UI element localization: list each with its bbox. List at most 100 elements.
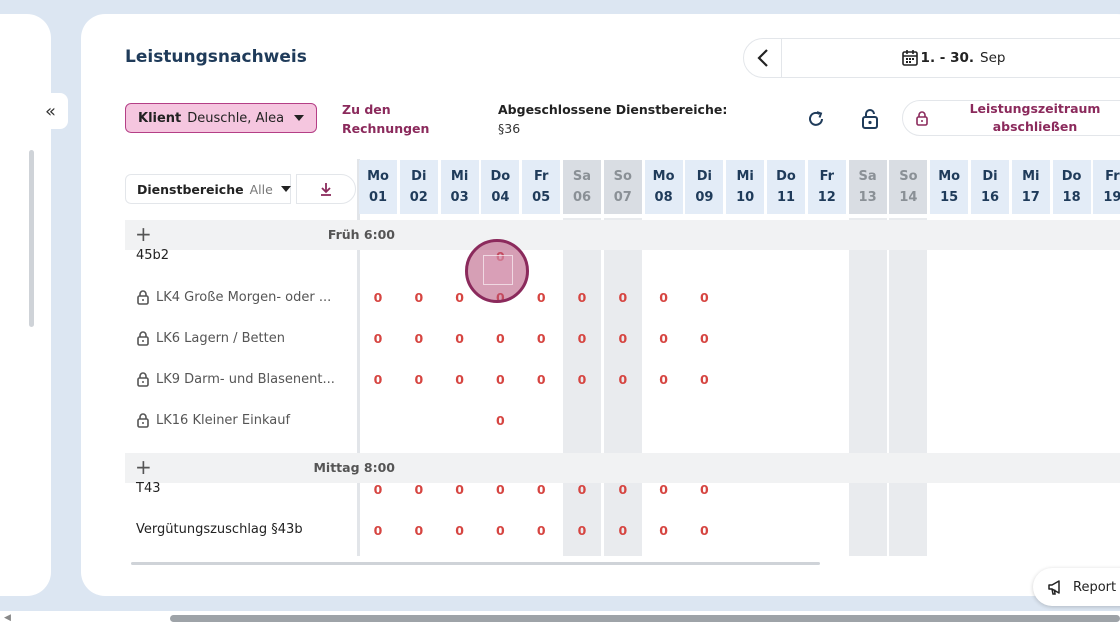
service-value-cell[interactable]: 0 (659, 372, 668, 387)
service-value-cell[interactable]: 0 (659, 523, 668, 538)
sidebar-scrollbar[interactable] (29, 150, 34, 327)
service-value-cell[interactable]: 0 (536, 331, 546, 346)
day-column-header[interactable]: Mi 03 (440, 160, 479, 214)
service-value-cell[interactable]: 0 (618, 482, 628, 497)
service-value-cell[interactable]: 0 (414, 482, 424, 497)
service-value-cell[interactable]: 0 (455, 482, 464, 497)
day-column-header[interactable]: Sa 13 (848, 160, 887, 214)
service-value-cell[interactable]: 0 (414, 372, 424, 387)
day-of-week: Sa (858, 169, 877, 184)
service-value-cell[interactable]: 0 (618, 331, 628, 346)
day-column-header[interactable]: So 07 (603, 160, 642, 214)
service-value-cell[interactable]: 0 (414, 290, 424, 305)
date-navigation: 1. - 30. Sep (743, 38, 1120, 78)
service-value-cell[interactable]: 0 (659, 331, 668, 346)
lock-icon (916, 111, 928, 126)
service-value-cell[interactable]: 0 (496, 331, 505, 346)
service-value-cell[interactable]: 0 (577, 372, 587, 387)
day-column-header[interactable]: Mi 17 (1011, 160, 1050, 214)
service-value-cell[interactable]: 0 (659, 482, 668, 497)
service-value-cell[interactable]: 0 (659, 290, 668, 305)
service-area-value: Alle (249, 181, 273, 197)
service-value-cell[interactable]: 0 (618, 372, 628, 387)
report-label: Report a (1073, 579, 1120, 595)
service-value-cell[interactable]: 0 (455, 372, 464, 387)
service-value-cell[interactable]: 0 (496, 372, 505, 387)
service-value-cell[interactable]: 0 (618, 523, 628, 538)
service-value-cell[interactable]: 0 (373, 482, 383, 497)
day-column-header[interactable]: Mi 10 (726, 160, 765, 214)
service-value-cell[interactable]: 0 (536, 290, 546, 305)
service-value-cell[interactable]: 0 (414, 523, 424, 538)
scroll-left-arrow-icon[interactable]: ◀ (4, 613, 11, 623)
service-value-cell[interactable]: 0 (700, 523, 709, 538)
day-column-header[interactable]: Mo 15 (930, 160, 969, 214)
service-value-cell[interactable]: 0 (618, 290, 628, 305)
service-value-cell[interactable]: 0 (496, 523, 505, 538)
day-column-header[interactable]: Sa 06 (563, 160, 601, 214)
service-value-cell[interactable]: 0 (700, 290, 709, 305)
service-row-label: Vergütungszuschlag §43b (136, 522, 303, 537)
day-of-week: So (613, 169, 632, 184)
day-column-header[interactable]: Do 11 (767, 160, 805, 214)
page-horizontal-scrollbar[interactable]: ◀ (0, 611, 1120, 625)
day-column-header[interactable]: Di 09 (685, 160, 724, 214)
service-value-cell[interactable]: 0 (536, 523, 546, 538)
service-value-cell[interactable]: 0 (700, 331, 709, 346)
day-number: 07 (613, 190, 632, 205)
day-number: 15 (940, 190, 959, 205)
service-value-cell[interactable]: 0 (700, 372, 709, 387)
day-column-header[interactable]: Mo 08 (644, 160, 683, 214)
service-value-cell[interactable]: 0 (536, 482, 546, 497)
day-column-header[interactable]: Fr 05 (522, 160, 561, 214)
collapse-sidebar-button[interactable]: « (33, 93, 68, 129)
service-area-filter[interactable]: Dienstbereiche Alle (125, 174, 291, 204)
day-column-header[interactable]: Fr 12 (807, 160, 846, 214)
service-value-cell[interactable]: 0 (536, 372, 546, 387)
close-period-button[interactable]: Leistungszeitraum abschließen (902, 100, 1120, 136)
service-value-cell[interactable]: 0 (414, 331, 424, 346)
service-value-cell[interactable]: 0 (373, 372, 383, 387)
day-of-week: Di (411, 169, 427, 184)
service-value-cell[interactable]: 0 (700, 482, 709, 497)
lock-icon (137, 331, 149, 346)
previous-period-button[interactable] (744, 39, 782, 77)
service-value-cell[interactable]: 0 (373, 331, 383, 346)
lock-button[interactable] (857, 106, 883, 132)
client-selector[interactable]: Klient Deuschle, Alea (125, 103, 318, 133)
add-service-plus-icon[interactable]: + (135, 222, 152, 246)
service-value-cell[interactable]: 0 (455, 331, 464, 346)
service-value-cell[interactable]: 0 (577, 523, 587, 538)
service-value-cell[interactable]: 0 (373, 523, 383, 538)
day-column-header[interactable]: Do 04 (481, 160, 520, 214)
day-column-header[interactable]: Di 02 (399, 160, 438, 214)
day-column-header[interactable]: So 14 (889, 160, 928, 214)
closed-areas-label: Abgeschlossene Dienstbereiche: (498, 102, 728, 117)
day-column-header[interactable]: Do 18 (1052, 160, 1091, 214)
day-number: 03 (450, 190, 469, 205)
day-column-header[interactable]: Di 16 (971, 160, 1009, 214)
day-column-header[interactable]: Fr 19 (1093, 160, 1120, 214)
date-range-days: 1. - 30. (920, 50, 974, 66)
refresh-button[interactable] (803, 106, 829, 132)
close-period-label: Leistungszeitraum abschließen (969, 101, 1101, 134)
scrollbar-thumb[interactable] (170, 615, 1120, 622)
add-service-plus-icon[interactable]: + (135, 455, 152, 479)
grid-horizontal-scrollbar[interactable] (131, 562, 820, 565)
invoices-link[interactable]: Zu den Rechnungen (342, 102, 430, 136)
download-button[interactable] (296, 174, 356, 204)
lock-icon (137, 413, 149, 428)
service-value-cell[interactable]: 0 (496, 482, 505, 497)
service-value-cell[interactable]: 0 (373, 290, 383, 305)
service-value-cell[interactable]: 0 (577, 290, 587, 305)
day-of-week: Mo (367, 169, 389, 184)
service-value-cell[interactable]: 0 (455, 290, 464, 305)
service-value-cell[interactable]: 0 (577, 482, 587, 497)
day-column-header[interactable]: Mo 01 (359, 160, 397, 214)
report-button[interactable]: Report a (1033, 568, 1120, 606)
service-value-cell[interactable]: 0 (496, 413, 505, 428)
date-range-label[interactable]: 1. - 30. Sep (782, 49, 1120, 67)
service-value-cell[interactable]: 0 (577, 331, 587, 346)
day-of-week: Sa (572, 169, 592, 184)
service-value-cell[interactable]: 0 (455, 523, 464, 538)
